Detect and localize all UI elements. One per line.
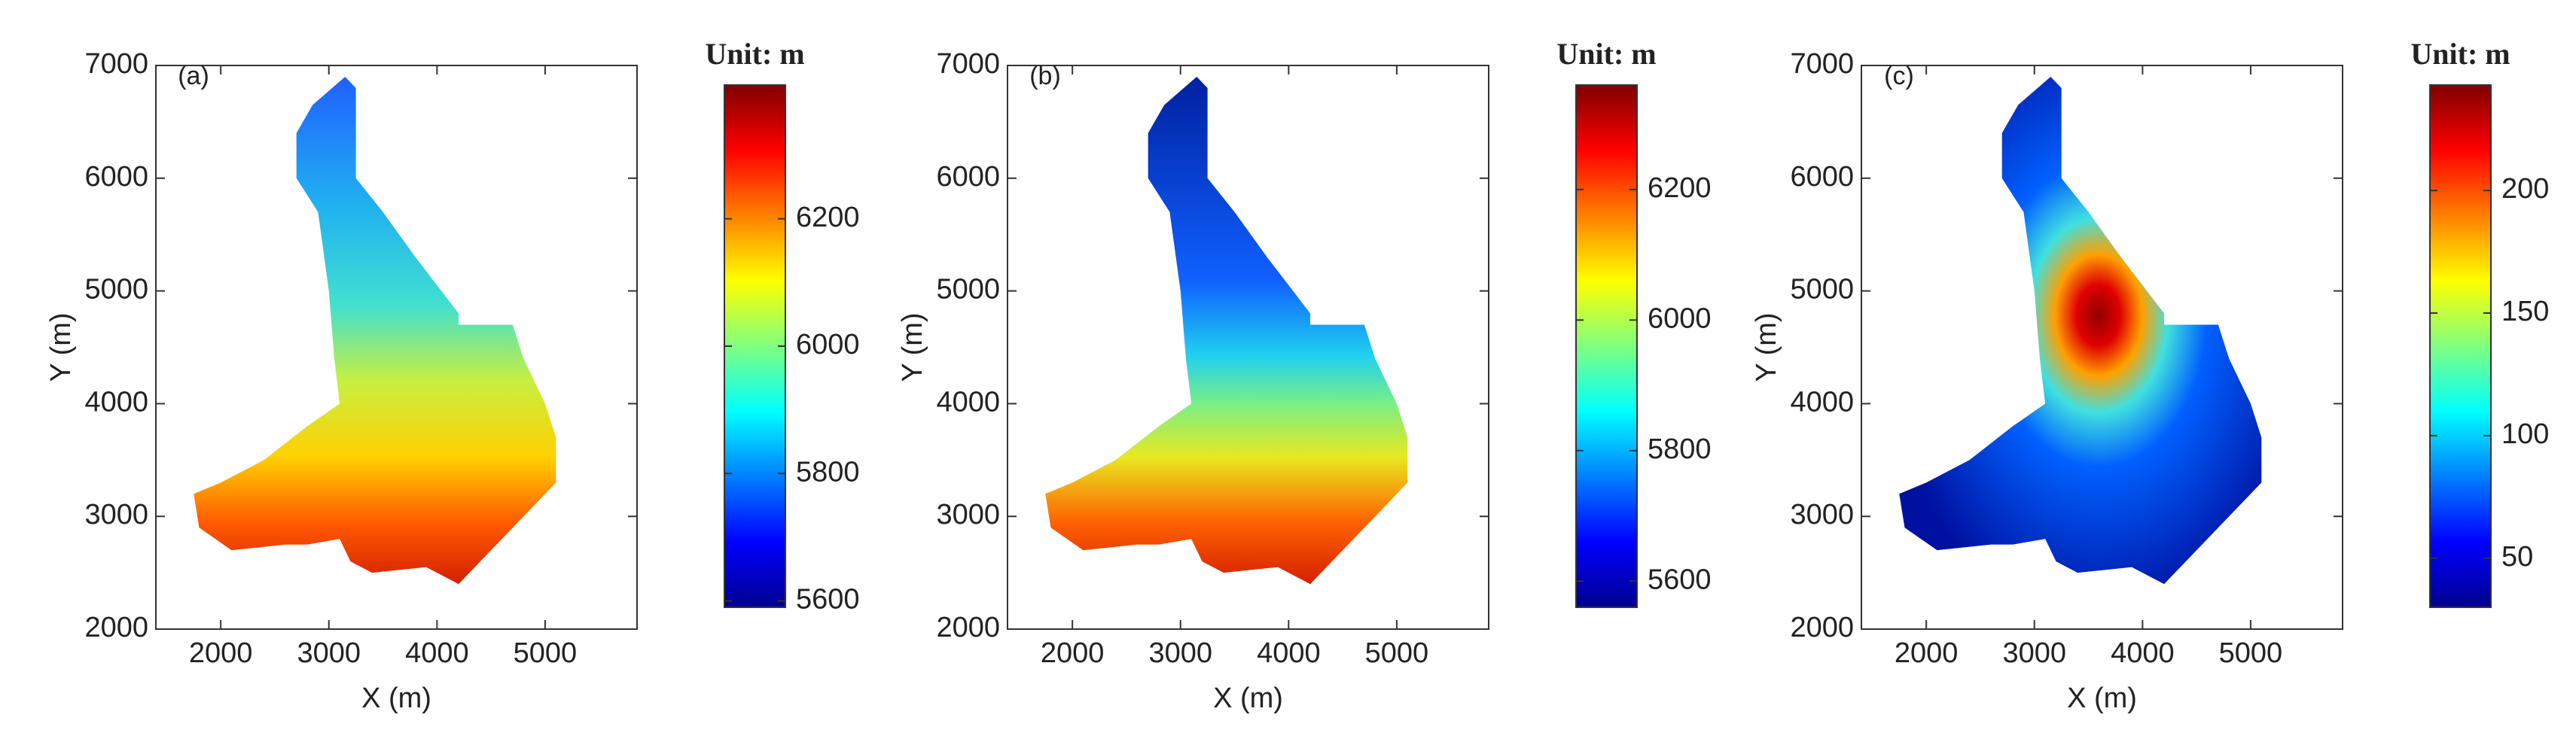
colorbar-tick-label: 5800 bbox=[1648, 433, 1712, 465]
y-tick-label: 5000 bbox=[1790, 274, 1854, 306]
colorbar bbox=[2429, 84, 2492, 608]
y-tick-label: 6000 bbox=[84, 161, 148, 193]
x-tick-label: 4000 bbox=[2111, 637, 2175, 669]
x-tick-label: 5000 bbox=[514, 637, 578, 669]
y-tick-label: 7000 bbox=[1790, 48, 1854, 80]
x-tick-label: 2000 bbox=[189, 637, 253, 669]
colorbar-tick-label: 200 bbox=[2501, 173, 2549, 205]
y-tick-label: 7000 bbox=[936, 48, 1000, 80]
panel-label: (a) bbox=[178, 62, 209, 90]
y-tick-label: 2000 bbox=[84, 612, 148, 643]
y-tick-label: 4000 bbox=[936, 386, 1000, 418]
x-tick-label: 2000 bbox=[1041, 637, 1105, 669]
axes-box bbox=[1007, 65, 1489, 630]
field bbox=[1045, 76, 1408, 585]
x-tick-label: 3000 bbox=[2002, 637, 2066, 669]
field bbox=[194, 76, 556, 585]
y-tick-label: 6000 bbox=[936, 161, 1000, 193]
axes-box bbox=[1861, 65, 2343, 630]
colorbar-title: Unit: m bbox=[705, 37, 804, 71]
colorbar-tick-label: 6200 bbox=[796, 202, 860, 233]
colorbar-tick-label: 6200 bbox=[1648, 172, 1712, 204]
x-axis-label: X (m) bbox=[2067, 683, 2137, 714]
field bbox=[1899, 76, 2262, 585]
y-tick-label: 4000 bbox=[1790, 386, 1854, 418]
colorbar-tick-label: 150 bbox=[2501, 296, 2549, 327]
colorbar-tick-label: 100 bbox=[2501, 418, 2549, 450]
colorbar bbox=[724, 84, 786, 608]
x-axis-label: X (m) bbox=[1213, 683, 1283, 714]
y-tick-label: 5000 bbox=[936, 274, 1000, 306]
x-tick-label: 3000 bbox=[297, 637, 361, 669]
x-tick-label: 5000 bbox=[2219, 637, 2283, 669]
colorbar-title: Unit: m bbox=[1556, 37, 1656, 71]
x-tick-label: 3000 bbox=[1148, 637, 1212, 669]
colorbar-tick-label: 5800 bbox=[796, 456, 860, 488]
y-tick-label: 6000 bbox=[1790, 161, 1854, 193]
colorbar-tick-label: 50 bbox=[2501, 541, 2533, 573]
y-tick-label: 7000 bbox=[84, 48, 148, 80]
y-tick-label: 3000 bbox=[936, 499, 1000, 531]
colorbar-tick-label: 5600 bbox=[796, 584, 860, 616]
y-tick-label: 4000 bbox=[84, 386, 148, 418]
y-axis-label: Y (m) bbox=[1751, 312, 1782, 382]
x-tick-label: 4000 bbox=[1257, 637, 1321, 669]
y-axis-label: Y (m) bbox=[897, 312, 928, 382]
x-tick-label: 2000 bbox=[1895, 637, 1959, 669]
y-tick-label: 2000 bbox=[1790, 612, 1854, 643]
colorbar-tick-label: 6000 bbox=[796, 329, 860, 360]
colorbar-tick-label: 6000 bbox=[1648, 303, 1712, 334]
panel-label: (c) bbox=[1884, 62, 1914, 90]
x-tick-label: 4000 bbox=[405, 637, 469, 669]
y-tick-label: 3000 bbox=[84, 499, 148, 531]
y-tick-label: 5000 bbox=[84, 274, 148, 306]
x-tick-label: 5000 bbox=[1365, 637, 1429, 669]
colorbar-tick-label: 5600 bbox=[1648, 564, 1712, 595]
x-axis-label: X (m) bbox=[361, 683, 431, 714]
axes-box bbox=[155, 65, 638, 630]
panel-label: (b) bbox=[1029, 62, 1061, 90]
y-axis-label: Y (m) bbox=[45, 312, 77, 382]
y-tick-label: 2000 bbox=[936, 612, 1000, 643]
y-tick-label: 3000 bbox=[1790, 499, 1854, 531]
colorbar bbox=[1575, 84, 1638, 608]
colorbar-title: Unit: m bbox=[2410, 37, 2510, 71]
